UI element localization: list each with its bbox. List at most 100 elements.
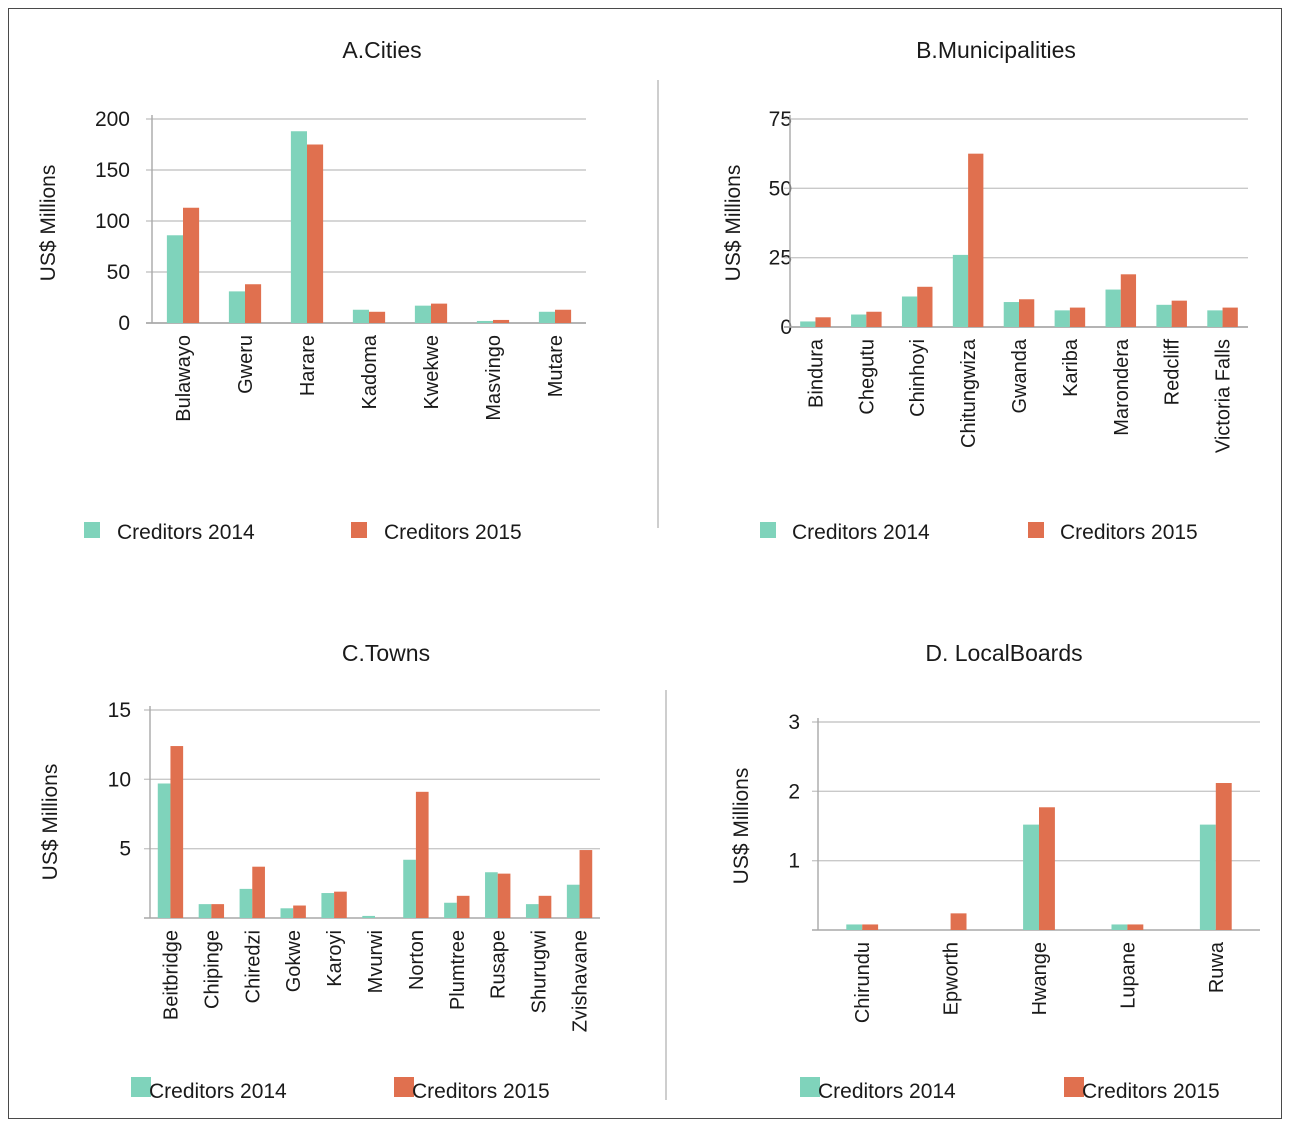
category-label: Lupane (1117, 942, 1139, 1009)
y-tick-label: 2 (788, 780, 800, 803)
bar-2015 (968, 153, 984, 327)
y-tick-label: 0 (118, 312, 130, 335)
y-tick-label: 15 (108, 699, 131, 722)
bar-2015 (415, 791, 429, 918)
category-label: Plumtree (447, 930, 469, 1010)
bar-2015 (456, 895, 470, 918)
legend-swatch (1028, 522, 1044, 538)
category-label: Bulawayo (173, 335, 195, 422)
chart-title: C.Towns (342, 640, 430, 666)
bar-2015 (1069, 307, 1086, 327)
bar-2015 (1171, 300, 1187, 327)
chart-towns: C.Towns 5 10 15 US$ Millions Beitbridge Chipin… (39, 640, 600, 1103)
y-tick-label: 50 (769, 177, 792, 200)
bar-2014 (444, 902, 457, 918)
chart-title: B.Municipalities (916, 37, 1076, 63)
bar-2015 (334, 891, 347, 918)
chart-local-boards: D. LocalBoards 1 2 3 US$ Millions Chirundu Epw… (730, 640, 1260, 1103)
category-label: Chipinge (201, 930, 223, 1009)
bar-2014 (403, 859, 416, 918)
bar-2015 (211, 904, 225, 918)
figure-frame (8, 8, 1282, 1119)
y-tick-label: 25 (769, 247, 792, 270)
chart-title: A.Cities (342, 37, 421, 63)
y-tick-label: 5 (119, 838, 131, 861)
bar-2015 (293, 905, 306, 918)
legend-swatch (84, 522, 100, 538)
bar-2015 (307, 144, 324, 323)
bar-2014 (476, 320, 493, 323)
bar-2014 (228, 291, 245, 323)
bar-2014 (525, 904, 539, 918)
category-label: Bindura (805, 338, 827, 408)
bar-2014 (157, 783, 171, 918)
category-label: Harare (297, 335, 319, 396)
bar-2014 (198, 904, 212, 918)
category-label: Beitbridge (160, 930, 182, 1020)
bar-2015 (538, 895, 552, 918)
bar-2015 (815, 317, 831, 327)
bar-2014 (352, 309, 369, 323)
y-tick-label: 10 (108, 768, 131, 791)
bar-2015 (866, 311, 882, 327)
category-label: Mvurwi (365, 930, 387, 993)
legend-label: Creditors 2015 (1060, 521, 1198, 544)
category-label: Gokwe (283, 930, 305, 992)
bar-2014 (1207, 310, 1223, 327)
bar-2014 (321, 893, 335, 918)
bar-2015 (183, 207, 200, 323)
bar-2015 (1222, 307, 1238, 327)
y-axis-label: US$ Millions (37, 165, 60, 282)
category-label: Gweru (235, 335, 257, 394)
bar-2014 (566, 884, 580, 918)
legend-label: Creditors 2015 (1082, 1080, 1220, 1103)
bar-2015 (252, 866, 265, 918)
legend-label: Creditors 2014 (792, 521, 930, 544)
bar-2015 (579, 850, 593, 918)
category-label: Gwanda (1009, 338, 1031, 413)
y-axis-label: US$ Millions (39, 764, 62, 881)
bar-2014 (1023, 824, 1039, 930)
bar-2015 (950, 913, 967, 930)
y-tick-label: 150 (95, 159, 130, 182)
bar-2015 (862, 924, 879, 930)
y-tick-label: 100 (95, 210, 130, 233)
category-label: Chegutu (856, 339, 878, 415)
category-label: Kariba (1060, 338, 1082, 397)
category-label: Kwekwe (421, 335, 443, 409)
bar-2014 (290, 131, 307, 323)
y-tick-label: 1 (788, 850, 800, 873)
bar-2014 (239, 888, 253, 918)
bar-2014 (1003, 302, 1019, 327)
bar-2015 (431, 303, 448, 323)
bar-2015 (369, 311, 386, 323)
bar-2014 (1156, 304, 1172, 327)
bar-2014 (846, 924, 863, 930)
category-label: Zvishavane (570, 930, 592, 1032)
legend-swatch (800, 1077, 820, 1097)
bar-2014 (1105, 289, 1121, 327)
bar-2015 (1039, 807, 1055, 930)
bar-2015 (1120, 274, 1137, 327)
bar-2015 (170, 746, 184, 918)
legend-label: Creditors 2015 (384, 521, 522, 544)
y-tick-label: 200 (95, 108, 130, 131)
bar-2014 (851, 314, 867, 327)
category-label: Chinhoyi (907, 339, 929, 417)
category-label: Redcliff (1162, 339, 1184, 406)
bar-2015 (1019, 299, 1035, 327)
category-label: Epworth (941, 942, 963, 1015)
bar-2014 (362, 915, 375, 918)
bar-2014 (485, 872, 498, 918)
y-tick-label: 75 (769, 108, 792, 131)
legend-swatch (760, 522, 776, 538)
bar-2014 (414, 305, 431, 323)
legend-swatch (394, 1077, 414, 1097)
bar-2014 (800, 321, 816, 327)
bar-2014 (280, 908, 294, 918)
bar-2014 (1199, 824, 1216, 930)
legend-label: Creditors 2014 (149, 1080, 287, 1103)
chart-title: D. LocalBoards (925, 640, 1082, 666)
bar-2015 (245, 284, 262, 323)
